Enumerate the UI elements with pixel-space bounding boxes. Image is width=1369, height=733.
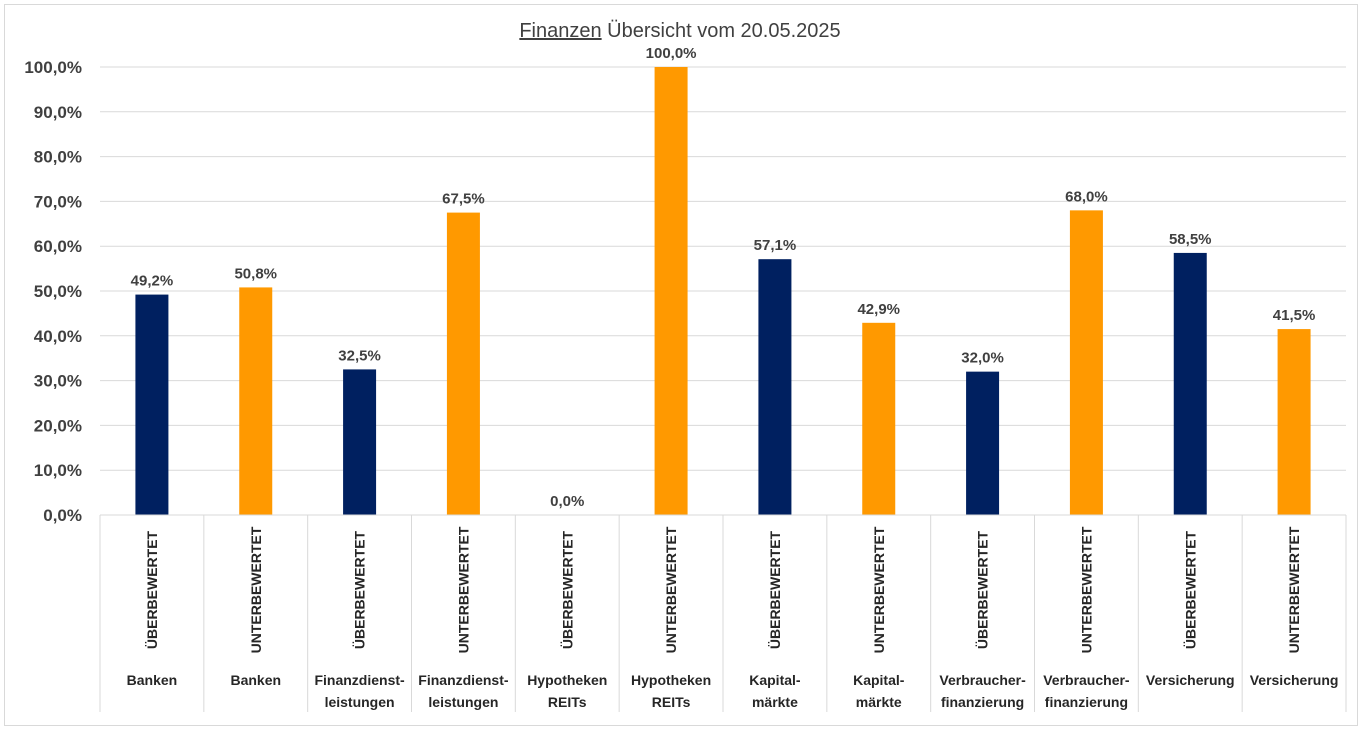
data-label: 58,5%	[1169, 231, 1212, 248]
chart-title-rest: Übersicht vom 20.05.2025	[602, 20, 841, 42]
data-label: 0,0%	[550, 493, 584, 510]
y-tick-label: 100,0%	[24, 58, 82, 77]
x-sector-label: märkte	[856, 694, 902, 710]
x-sector-label: Kapital-	[853, 672, 905, 688]
x-sector-label: Verbraucher-	[1043, 672, 1130, 688]
data-label: 100,0%	[646, 45, 697, 62]
x-sector-label: Hypotheken	[527, 672, 607, 688]
x-status-label: UNTERBEWERTET	[871, 526, 887, 653]
bar	[1173, 252, 1207, 516]
x-status-label: UNTERBEWERTET	[248, 526, 264, 653]
x-sector-label: leistungen	[325, 694, 395, 710]
x-axis: ÜBERBEWERTET Banken UNTERBEWERTET Banken ÜBE…	[99, 514, 1347, 712]
bar	[343, 369, 377, 515]
y-tick-label: 20,0%	[34, 416, 82, 435]
bar	[1277, 329, 1311, 515]
x-sector-label: REITs	[652, 694, 691, 710]
x-sector-label: Verbraucher-	[939, 672, 1026, 688]
x-sector-label: finanzierung	[941, 694, 1024, 710]
y-tick-label: 0,0%	[43, 506, 82, 525]
bar	[1069, 210, 1103, 516]
data-label: 42,9%	[857, 301, 900, 318]
x-status-label: ÜBERBEWERTET	[975, 530, 991, 649]
data-label: 67,5%	[442, 191, 485, 208]
x-sector-label: Versicherung	[1146, 672, 1235, 688]
bar	[135, 294, 169, 515]
x-sector-label: Banken	[230, 672, 281, 688]
bar	[654, 67, 688, 515]
y-tick-label: 10,0%	[34, 461, 82, 480]
x-status-label: ÜBERBEWERTET	[352, 530, 368, 649]
x-sector-label: märkte	[752, 694, 798, 710]
data-label: 32,5%	[338, 347, 381, 364]
x-sector-label: Finanzdienst-	[314, 672, 405, 688]
x-status-label: UNTERBEWERTET	[455, 526, 471, 653]
bar	[446, 212, 480, 515]
x-sector-label: Versicherung	[1250, 672, 1339, 688]
y-tick-label: 40,0%	[34, 327, 82, 346]
x-sector-label: REITs	[548, 694, 587, 710]
data-label: 32,0%	[961, 350, 1004, 367]
y-tick-label: 50,0%	[34, 282, 82, 301]
x-status-label: UNTERBEWERTET	[1286, 526, 1302, 653]
data-label: 50,8%	[234, 265, 277, 282]
bar	[966, 371, 1000, 515]
x-status-label: ÜBERBEWERTET	[1182, 530, 1198, 649]
y-tick-label: 60,0%	[34, 237, 82, 256]
y-tick-label: 80,0%	[34, 148, 82, 167]
x-status-label: ÜBERBEWERTET	[559, 530, 575, 649]
bar	[239, 287, 273, 515]
data-label: 49,2%	[131, 273, 174, 290]
x-status-label: UNTERBEWERTET	[663, 526, 679, 653]
chart-frame	[4, 4, 1358, 726]
gridlines	[100, 66, 1346, 516]
y-tick-label: 70,0%	[34, 192, 82, 211]
bar	[862, 322, 896, 515]
y-axis-tick-labels: 0,0% 10,0% 20,0% 30,0% 40,0% 50,0% 60,0% 70,0% 8…	[24, 58, 82, 525]
data-label: 57,1%	[754, 237, 797, 254]
x-status-label: ÜBERBEWERTET	[767, 530, 783, 649]
data-label: 68,0%	[1065, 188, 1108, 205]
y-tick-label: 90,0%	[34, 103, 82, 122]
bars	[135, 67, 1311, 516]
x-sector-label: Kapital-	[749, 672, 801, 688]
x-sector-label: Hypotheken	[631, 672, 711, 688]
x-sector-label: leistungen	[428, 694, 498, 710]
chart-title-underlined: Finanzen	[519, 20, 601, 42]
x-sector-label: Banken	[127, 672, 178, 688]
x-sector-label: finanzierung	[1045, 694, 1128, 710]
x-status-label: UNTERBEWERTET	[1078, 526, 1094, 653]
y-tick-label: 30,0%	[34, 372, 82, 391]
data-label: 41,5%	[1273, 307, 1316, 324]
x-sector-label: Finanzdienst-	[418, 672, 509, 688]
bar	[758, 259, 792, 515]
chart-title: Finanzen Übersicht vom 20.05.2025	[519, 20, 840, 42]
data-labels: 49,2% 50,8% 32,5% 67,5% 0,0% 100,0% 57,1% 42,9%…	[131, 45, 1316, 510]
x-status-label: ÜBERBEWERTET	[144, 530, 160, 649]
